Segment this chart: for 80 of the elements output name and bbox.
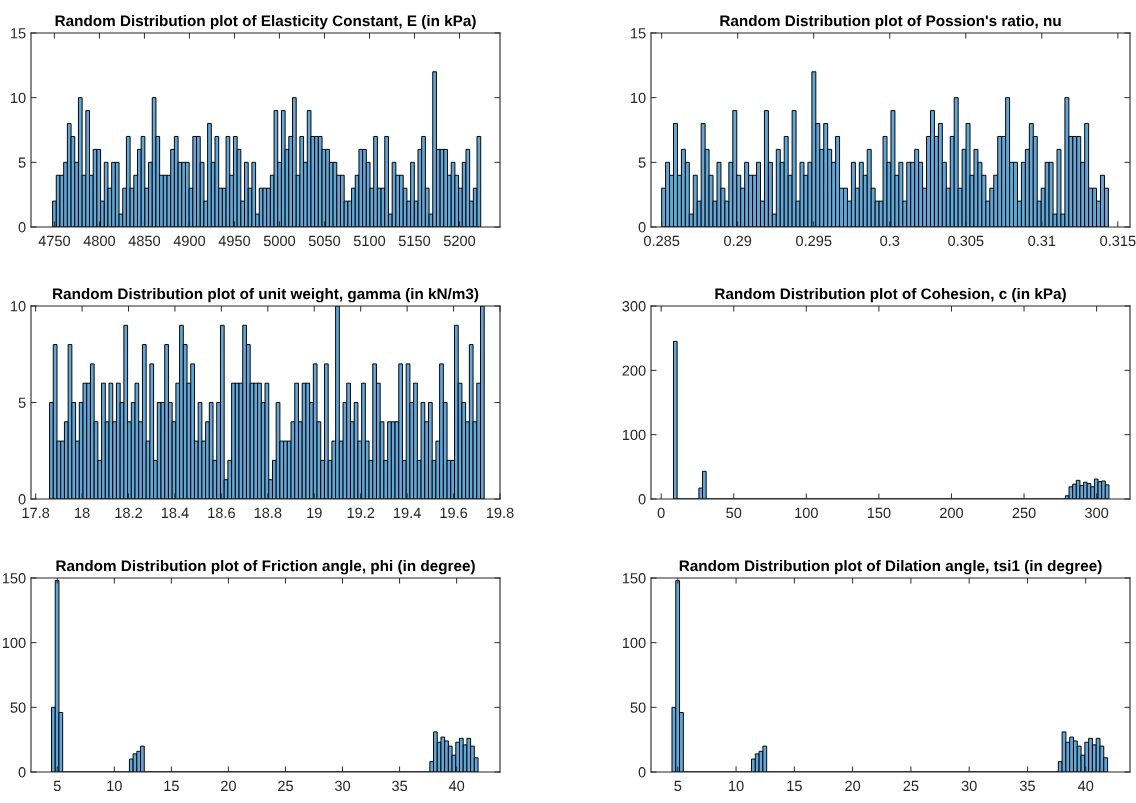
x-tick-label: 5100 [353,235,386,247]
y-tick-label: 100 [622,637,646,649]
x-tick-label: 0.305 [948,235,984,247]
x-tick-label: 25 [903,780,919,792]
x-tick-label: 19.8 [486,507,514,519]
chart-title: Random Distribution plot of Elasticity Constant, E (in kPa) [55,14,476,30]
x-tick-label: 25 [278,780,293,792]
x-tick-label: 19.2 [347,507,375,519]
y-tick-label: 5 [18,157,26,168]
x-tick-label: 0.295 [796,235,832,247]
x-tick-label: 0.285 [643,235,680,247]
y-tick-label: 5 [638,157,646,168]
y-tick-label: 0 [18,494,26,505]
x-tick-label: 4950 [218,235,251,247]
x-tick-label: 19.6 [440,507,468,519]
x-tick-label: 35 [392,780,408,792]
y-tick-label: 100 [2,637,26,649]
y-tick-label: 5 [18,397,26,408]
chart-title: Random Distribution plot of Dilation angle, tsi1 (in degree) [679,559,1102,575]
y-tick-label: 0 [638,494,646,505]
x-tick-label: 4900 [173,235,206,247]
x-tick-label: 30 [961,780,977,792]
y-tick-label: 15 [631,28,646,39]
x-tick-label: 250 [1012,507,1036,519]
x-tick-label: 5200 [443,235,476,247]
y-tick-label: 0 [18,767,26,778]
x-tick-label: 4850 [128,235,161,247]
y-tick-label: 10 [11,92,26,104]
x-tick-label: 40 [1077,780,1094,792]
x-tick-label: 35 [1019,780,1035,792]
x-tick-label: 17.8 [22,507,50,519]
x-tick-label: 50 [726,507,742,519]
x-tick-label: 19.4 [394,507,421,519]
y-tick-label: 150 [622,573,646,584]
y-tick-label: 10 [631,92,646,104]
x-tick-label: 20 [221,780,236,792]
x-tick-label: 19 [307,507,322,519]
y-tick-label: 150 [2,573,26,584]
y-tick-label: 50 [630,702,646,713]
x-tick-label: 18.4 [161,507,189,519]
y-tick-label: 10 [11,301,26,312]
x-tick-label: 5 [674,780,682,792]
x-tick-label: 5050 [308,235,341,247]
x-tick-label: 18.8 [254,507,282,519]
x-tick-label: 5000 [263,235,296,247]
x-tick-label: 18.2 [115,507,142,519]
chart-title: Random Distribution plot of Possion's ratio, nu [720,14,1061,30]
y-tick-label: 100 [622,429,646,441]
x-tick-label: 0.3 [880,235,900,247]
x-tick-label: 10 [729,780,744,792]
x-tick-label: 5150 [398,235,431,247]
y-tick-label: 300 [622,301,646,312]
x-tick-label: 150 [867,507,891,519]
x-tick-label: 300 [1085,507,1109,519]
x-tick-label: 10 [107,780,122,792]
y-tick-label: 0 [18,222,26,233]
x-tick-label: 4800 [83,235,116,247]
x-tick-label: 0.31 [1028,235,1056,247]
x-tick-label: 15 [164,780,179,792]
x-tick-label: 30 [334,780,351,792]
x-tick-label: 0.29 [724,235,752,247]
x-tick-label: 5 [53,780,61,792]
y-tick-label: 200 [622,365,646,376]
x-tick-label: 20 [845,780,861,792]
x-tick-label: 4750 [38,235,71,247]
x-tick-label: 0 [657,507,665,519]
chart-title: Random Distribution plot of Cohesion, c (in kPa) [715,287,1066,303]
x-tick-label: 100 [795,507,818,519]
x-tick-label: 40 [448,780,465,792]
y-tick-label: 0 [638,222,646,233]
x-tick-label: 18 [75,507,90,519]
y-tick-label: 15 [11,28,26,39]
chart-title: Random Distribution plot of unit weight, gamma (in kN/m3) [53,287,479,303]
y-tick-label: 50 [10,702,26,713]
x-tick-label: 0.315 [1100,235,1136,247]
y-tick-label: 0 [638,767,646,778]
x-tick-label: 18.6 [208,507,235,519]
chart-title: Random Distribution plot of Friction angle, phi (in degree) [56,559,475,575]
x-tick-label: 15 [787,780,802,792]
x-tick-label: 200 [940,507,964,519]
